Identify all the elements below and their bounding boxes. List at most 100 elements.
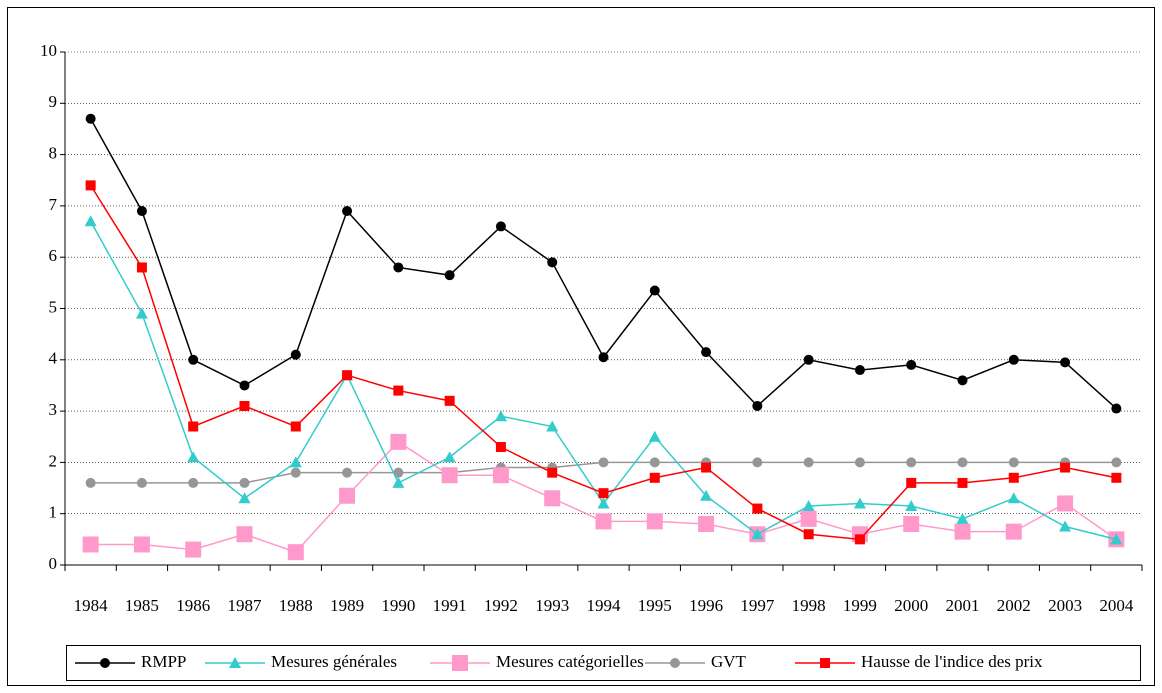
x-tick-label: 1986 bbox=[176, 596, 210, 615]
marker bbox=[342, 206, 353, 217]
marker bbox=[1008, 354, 1019, 365]
marker bbox=[670, 658, 680, 668]
marker bbox=[100, 658, 110, 668]
marker bbox=[957, 457, 968, 468]
x-tick-label: 1997 bbox=[740, 596, 775, 615]
marker bbox=[597, 497, 610, 509]
marker bbox=[85, 113, 96, 124]
y-tick-label: 9 bbox=[49, 92, 58, 111]
marker bbox=[1059, 520, 1072, 532]
x-tick-label: 1991 bbox=[433, 596, 467, 615]
marker bbox=[906, 359, 917, 370]
marker bbox=[85, 180, 96, 191]
marker bbox=[239, 400, 250, 411]
legend-label: Mesures générales bbox=[271, 652, 397, 671]
x-tick-label: 1989 bbox=[330, 596, 364, 615]
y-tick-label: 7 bbox=[49, 195, 58, 214]
marker bbox=[853, 497, 866, 509]
marker bbox=[803, 457, 814, 468]
marker bbox=[495, 221, 506, 232]
marker bbox=[187, 451, 200, 463]
x-tick-label: 2003 bbox=[1048, 596, 1082, 615]
marker bbox=[441, 467, 458, 484]
marker bbox=[85, 477, 96, 488]
marker bbox=[598, 488, 609, 499]
marker bbox=[1110, 533, 1123, 545]
marker bbox=[854, 534, 865, 545]
y-tick-label: 6 bbox=[49, 246, 58, 265]
legend-label: GVT bbox=[711, 652, 747, 671]
marker bbox=[136, 206, 147, 217]
marker bbox=[1007, 492, 1020, 504]
marker bbox=[751, 528, 764, 540]
marker bbox=[135, 307, 148, 319]
marker bbox=[903, 515, 920, 532]
y-tick-label: 10 bbox=[40, 41, 57, 60]
marker bbox=[136, 262, 147, 273]
marker bbox=[287, 544, 304, 561]
marker bbox=[82, 536, 99, 553]
marker bbox=[1060, 462, 1071, 473]
x-tick-label: 2004 bbox=[1099, 596, 1134, 615]
marker bbox=[544, 490, 561, 507]
marker bbox=[390, 433, 407, 450]
marker bbox=[136, 477, 147, 488]
marker bbox=[393, 262, 404, 273]
x-tick-label: 1988 bbox=[279, 596, 313, 615]
marker bbox=[393, 467, 404, 478]
marker bbox=[188, 354, 199, 365]
marker bbox=[648, 430, 661, 442]
marker bbox=[289, 456, 302, 468]
x-tick-label: 1984 bbox=[74, 596, 109, 615]
marker bbox=[598, 352, 609, 363]
x-tick-label: 1987 bbox=[228, 596, 263, 615]
marker bbox=[342, 370, 353, 381]
x-tick-label: 1992 bbox=[484, 596, 518, 615]
marker bbox=[954, 523, 971, 540]
marker bbox=[546, 420, 559, 432]
legend-label: Hausse de l'indice des prix bbox=[861, 652, 1043, 671]
x-tick-label: 1996 bbox=[689, 596, 723, 615]
marker bbox=[803, 354, 814, 365]
marker bbox=[238, 492, 251, 504]
marker bbox=[820, 658, 830, 668]
marker bbox=[701, 347, 712, 358]
marker bbox=[957, 375, 968, 386]
marker bbox=[444, 395, 455, 406]
marker bbox=[392, 476, 405, 488]
marker bbox=[444, 270, 455, 281]
x-tick-label: 1985 bbox=[125, 596, 159, 615]
marker bbox=[802, 500, 815, 512]
x-tick-label: 1993 bbox=[535, 596, 569, 615]
x-tick-label: 2001 bbox=[946, 596, 980, 615]
marker bbox=[495, 442, 506, 453]
marker bbox=[185, 541, 202, 558]
y-tick-label: 4 bbox=[49, 349, 58, 368]
marker bbox=[701, 462, 712, 473]
x-tick-label: 1990 bbox=[381, 596, 415, 615]
marker bbox=[905, 500, 918, 512]
y-tick-label: 8 bbox=[49, 144, 58, 163]
marker bbox=[229, 657, 241, 668]
marker bbox=[598, 457, 609, 468]
marker bbox=[547, 257, 558, 268]
marker bbox=[649, 472, 660, 483]
x-tick-label: 2000 bbox=[894, 596, 928, 615]
marker bbox=[236, 526, 253, 543]
marker bbox=[290, 349, 301, 360]
marker bbox=[290, 467, 301, 478]
marker bbox=[800, 510, 817, 527]
marker bbox=[698, 515, 715, 532]
marker bbox=[1111, 403, 1122, 414]
marker bbox=[854, 457, 865, 468]
marker bbox=[239, 380, 250, 391]
y-tick-label: 0 bbox=[49, 554, 58, 573]
marker bbox=[854, 365, 865, 376]
marker bbox=[1111, 472, 1122, 483]
marker bbox=[956, 512, 969, 524]
marker bbox=[595, 513, 612, 530]
marker bbox=[547, 467, 558, 478]
marker bbox=[339, 487, 356, 504]
legend-label: RMPP bbox=[141, 652, 186, 671]
